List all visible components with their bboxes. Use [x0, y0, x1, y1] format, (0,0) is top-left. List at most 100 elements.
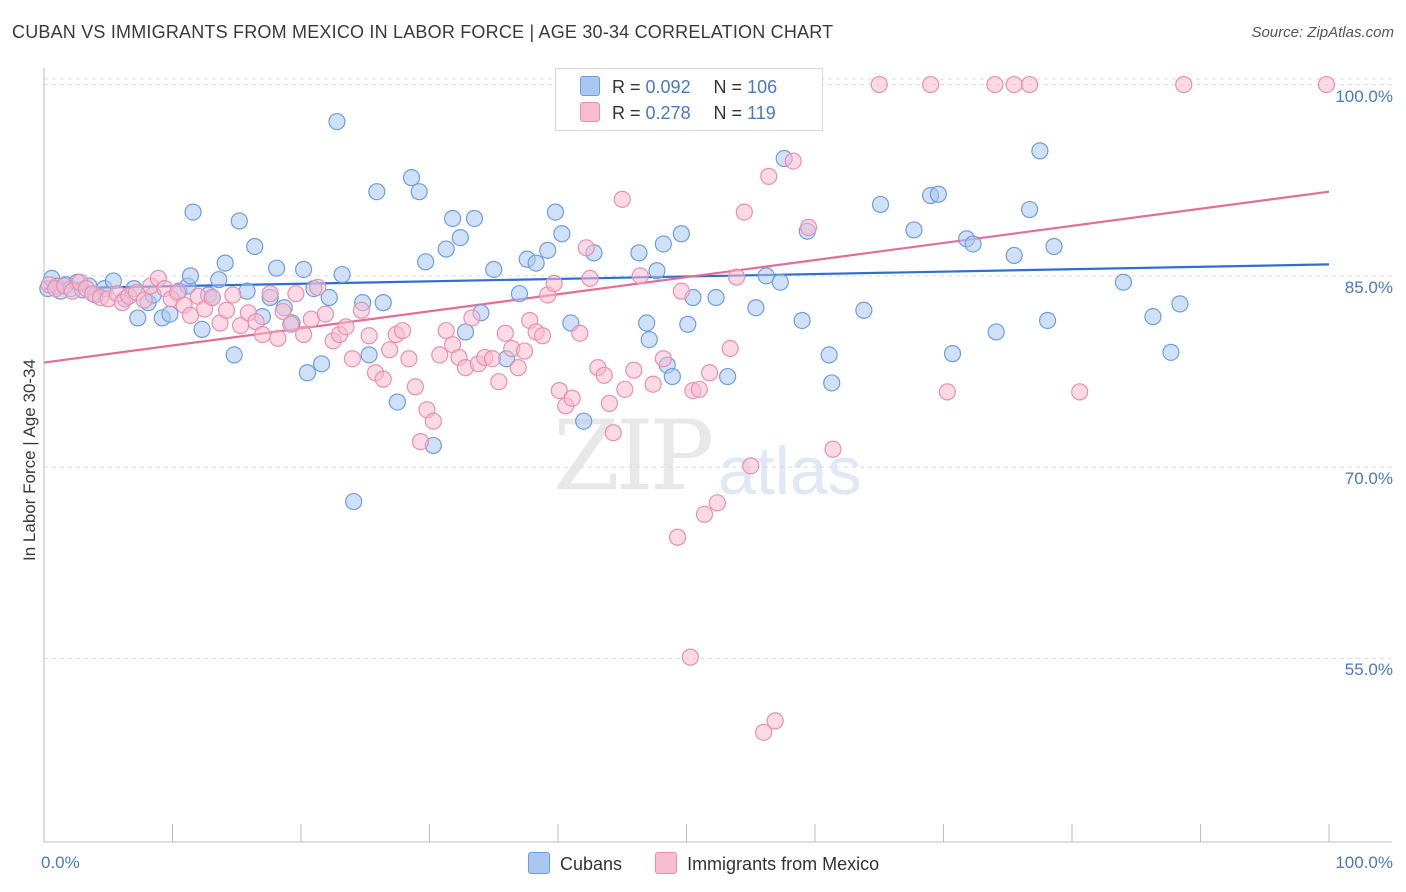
cuban-point — [1162, 343, 1180, 361]
cuban-point — [444, 209, 462, 228]
cuban-point — [793, 311, 811, 330]
mexico-point — [431, 346, 449, 364]
cuban-point — [679, 315, 697, 333]
cuban-point — [1038, 311, 1057, 330]
cuban-point — [360, 346, 378, 364]
mexico-point — [217, 301, 236, 319]
mexico-point — [381, 341, 399, 359]
mexico-point — [274, 302, 292, 321]
cuban-point — [485, 260, 503, 279]
mexico-point — [616, 380, 634, 398]
cuban-point — [161, 305, 179, 323]
mexico-point — [550, 382, 568, 400]
cuban-point — [654, 235, 672, 253]
cuban-point — [943, 345, 962, 363]
mexico-point — [668, 528, 687, 546]
legend-swatch-cubans — [580, 76, 600, 96]
cuban-point — [181, 267, 200, 285]
cuban-point — [640, 331, 658, 349]
cuban-point — [575, 412, 593, 430]
mexico-point — [515, 342, 534, 360]
cuban-point — [638, 314, 656, 332]
mexico-point — [509, 359, 527, 377]
cuban-point — [905, 221, 923, 239]
mexico-point — [269, 329, 287, 347]
mexico-point — [728, 268, 746, 286]
cuban-point — [388, 393, 406, 411]
mexico-point — [604, 424, 622, 442]
cuban-point — [527, 254, 545, 272]
cuban-point — [267, 259, 286, 277]
mexico-point — [352, 301, 370, 319]
y-tick-label-55: 55.0% — [1344, 660, 1393, 679]
mexico-point — [282, 315, 300, 333]
mexico-point — [922, 75, 940, 94]
cuban-point — [987, 323, 1005, 341]
mexico-point — [760, 167, 778, 185]
mexico-point — [577, 239, 595, 257]
x-tick-label-100: 100.0% — [1335, 853, 1393, 872]
cuban-point — [1045, 237, 1063, 256]
cuban-point — [757, 267, 775, 285]
mexico-point — [253, 325, 272, 344]
cuban-point — [630, 244, 648, 262]
mexico-point — [824, 440, 842, 458]
cuban-point — [1171, 295, 1189, 313]
mexico-point — [701, 364, 719, 382]
cuban-point — [374, 294, 392, 312]
cuban-point — [402, 169, 421, 187]
mexico-point — [563, 389, 581, 407]
cuban-point — [298, 364, 317, 382]
mexico-point — [571, 324, 589, 342]
mexico-point — [938, 383, 956, 401]
mexico-point — [406, 378, 424, 396]
mexico-point — [690, 380, 708, 398]
cuban-point — [184, 203, 202, 221]
mexico-point — [360, 327, 378, 345]
mexico-point — [490, 373, 508, 391]
cuban-point — [672, 225, 690, 243]
legend-item-mexico: Immigrants from Mexico — [655, 852, 879, 875]
mexico-point — [287, 285, 305, 303]
mexico-point — [393, 322, 412, 340]
legend-r-value-cubans: 0.092 — [645, 77, 691, 97]
mexico-point — [316, 305, 335, 323]
cuban-point — [437, 240, 455, 258]
legend-n-value-cubans: 106 — [747, 77, 778, 97]
mexico-point — [613, 190, 631, 208]
legend-row-cubans: R = 0.092 N = 106 — [580, 76, 777, 100]
x-tick-label-0: 0.0% — [41, 853, 80, 872]
y-tick-label-85: 85.0% — [1344, 278, 1393, 297]
chart-title: CUBAN VS IMMIGRANTS FROM MEXICO IN LABOR… — [12, 22, 834, 42]
cuban-point — [871, 195, 890, 214]
cuban-point — [707, 288, 725, 307]
mexico-point — [483, 350, 502, 368]
mexico-point — [463, 309, 481, 327]
mexico-point — [1020, 75, 1039, 94]
mexico-point — [545, 274, 563, 293]
mexico-point — [203, 288, 221, 307]
mexico-point — [631, 267, 649, 285]
cuban-point — [855, 301, 873, 319]
legend-n-label: N = — [713, 77, 743, 97]
cuban-point — [456, 323, 475, 341]
cuban-point — [648, 262, 666, 280]
mexico-point — [411, 433, 430, 451]
cuban-point — [320, 288, 338, 307]
cuban-point — [771, 273, 789, 291]
mexico-point — [135, 291, 153, 309]
cuban-point — [719, 367, 737, 386]
source-credit: Source: ZipAtlas.com — [1251, 24, 1394, 41]
y-tick-label-70: 70.0% — [1344, 469, 1393, 488]
cuban-point — [1144, 308, 1162, 326]
mexico-point — [986, 75, 1004, 94]
mexico-point — [581, 269, 599, 287]
mexico-point — [437, 322, 455, 340]
legend-item-cubans: Cubans — [528, 852, 622, 875]
mexico-point — [595, 366, 613, 384]
cuban-point — [1114, 273, 1133, 291]
legend-swatch-mexico — [655, 852, 678, 874]
mexico-point — [625, 361, 643, 379]
series-legend: Cubans Immigrants from Mexico — [528, 852, 907, 875]
